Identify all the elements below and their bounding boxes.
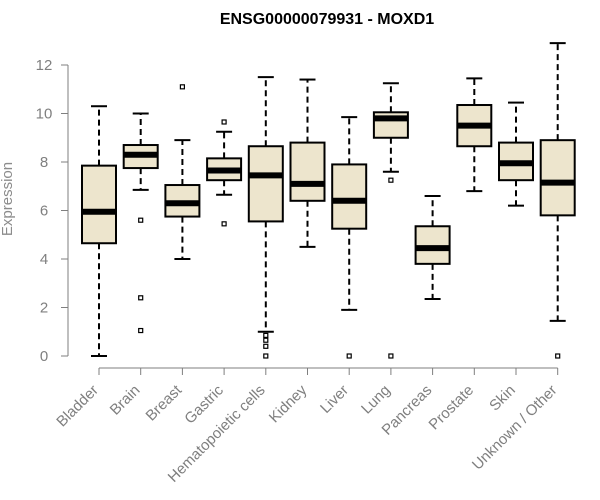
box-group [539,42,576,359]
outlier-point [388,353,394,359]
iqr-box [289,141,326,202]
box-group [247,76,284,359]
y-tick-label: 10 [36,106,53,123]
outlier-point [179,84,185,90]
box-group [372,82,409,359]
y-tick-label: 12 [36,57,53,74]
box-group [498,101,534,207]
y-tick-label: 0 [40,348,48,365]
box-group [206,119,243,227]
y-tick-label: 2 [40,300,48,317]
outlier-point [346,353,352,359]
y-axis: 0 2 4 6 8 10 12 [36,57,69,365]
outlier-point [138,295,144,301]
iqr-box [247,145,284,223]
outlier-point [221,119,227,125]
iqr-box [331,163,368,230]
y-axis-label: Expression [0,162,16,236]
outlier-point [138,327,144,334]
box-group [456,77,493,193]
chart-title: ENSG00000079931 - MOXD1 [220,11,434,28]
iqr-box [81,164,117,245]
outlier-point [263,337,269,343]
y-tick-label: 4 [40,251,48,268]
box-group [289,78,326,248]
box-group [164,84,201,260]
outlier-point [263,332,269,338]
outlier-point [263,343,269,349]
box-group [122,112,159,334]
iqr-box [539,139,576,217]
y-tick-label: 8 [40,154,48,171]
outlier-point [138,217,144,223]
outlier-point [263,353,269,359]
iqr-box [414,225,451,265]
box-group [414,194,451,301]
outlier-point [555,353,561,359]
y-tick-label: 6 [40,203,48,220]
box-series [81,42,576,359]
box-group [331,116,368,359]
outlier-point [221,221,227,227]
outlier-point [388,177,394,183]
box-group [81,105,117,357]
